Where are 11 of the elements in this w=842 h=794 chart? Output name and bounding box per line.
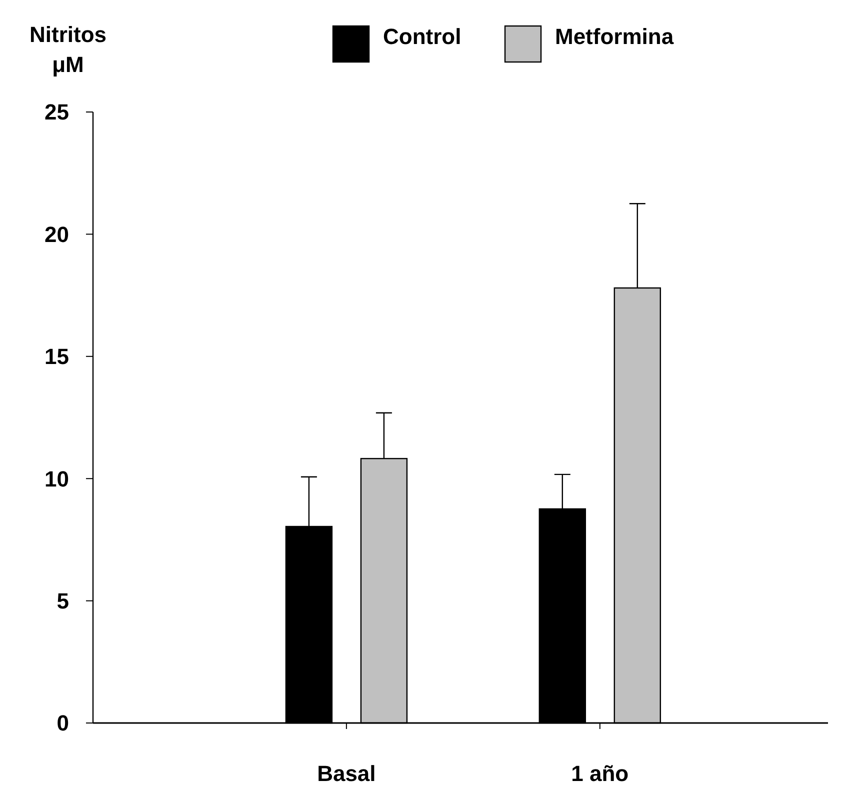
x-tick-label: Basal [317,761,376,786]
y-tick-label: 25 [44,100,69,125]
legend-label: Metformina [555,24,674,49]
y-tick-label: 15 [44,344,69,370]
legend-label: Control [383,24,462,49]
y-tick-label: 20 [44,222,69,247]
x-tick-label: 1 año [571,761,629,786]
y-tick-label: 0 [56,710,69,736]
y-tick-label: 5 [56,588,69,614]
y-axis-title: Nitritos μM [30,22,106,77]
y-tick-label: 10 [44,466,69,492]
